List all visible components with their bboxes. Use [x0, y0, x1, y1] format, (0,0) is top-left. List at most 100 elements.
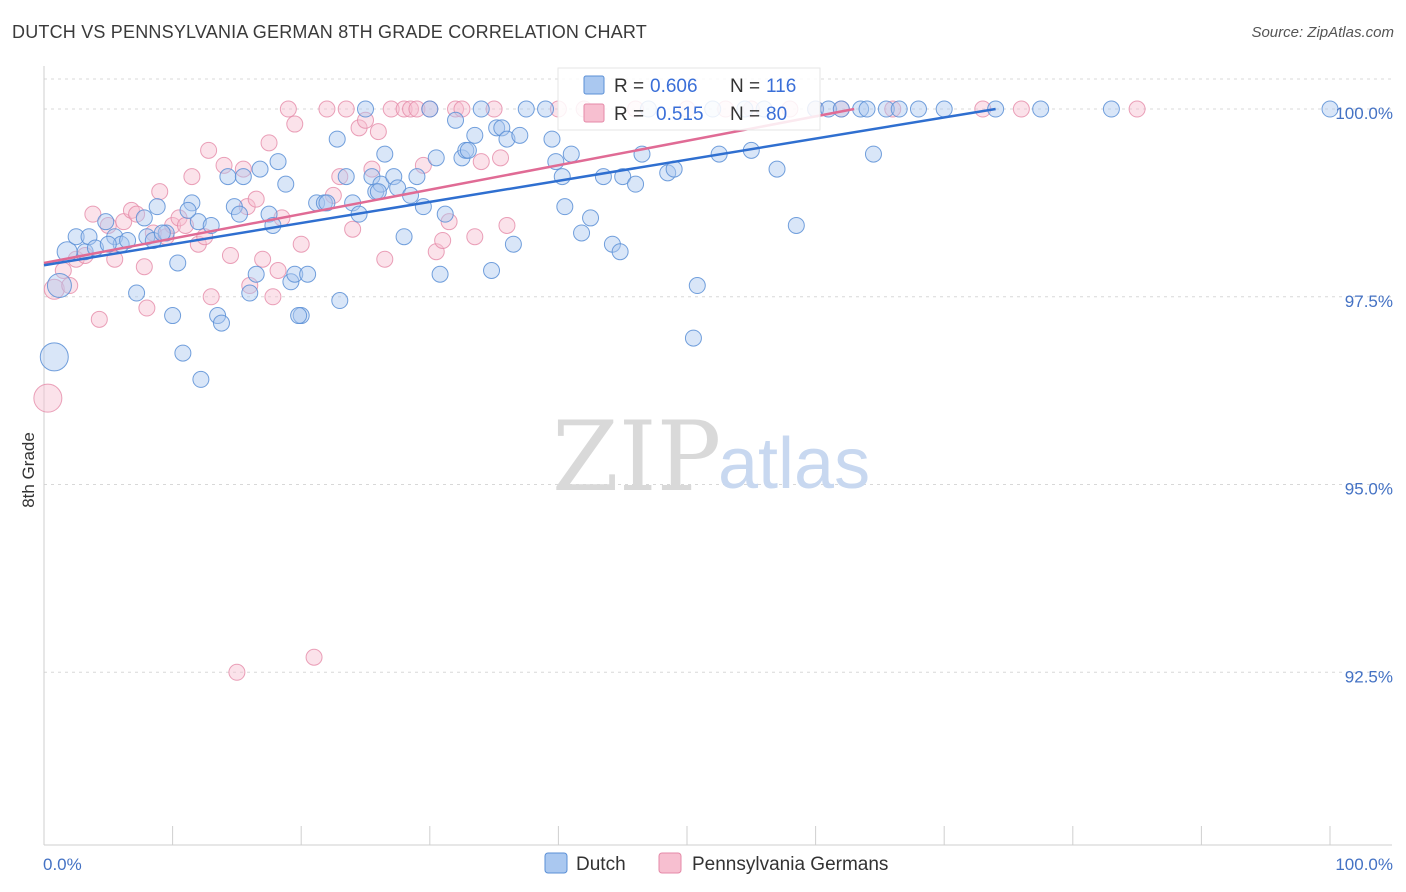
dutch-point-1: [46, 273, 72, 299]
pg-point-13: [135, 258, 153, 276]
dutch-point-42: [331, 292, 349, 310]
pg-point-40: [292, 235, 310, 253]
dutch-point-77: [573, 224, 591, 242]
source-label: Source: ZipAtlas.com: [1251, 24, 1394, 41]
pg-point-7: [90, 310, 108, 328]
legend-dutch-r-value: 0.606: [650, 76, 698, 97]
pg-point-24: [200, 141, 218, 159]
legend-pg-r-label: R =: [614, 104, 644, 125]
dutch-point-93: [768, 160, 786, 178]
pg-point-12: [128, 205, 146, 223]
legend-dutch-n-label: N =: [730, 76, 760, 97]
pg-point-36: [269, 262, 287, 279]
dutch-point-59: [436, 205, 454, 223]
pg-point-1: [43, 278, 65, 300]
legend-pg-n-label: N =: [730, 104, 760, 125]
dutch-point-20: [189, 213, 207, 231]
pg-point-27: [221, 246, 239, 264]
trend-line-dutch: [43, 107, 996, 267]
dutch-point-38: [299, 265, 317, 283]
dutch-point-106: [1102, 100, 1120, 118]
pg-point-52: [382, 100, 400, 118]
pg-point-38: [279, 100, 297, 118]
dutch-point-27: [234, 168, 252, 186]
bottom-legend-dutch: Dutch: [576, 854, 626, 875]
bottom-legend-swatch-dutch: [544, 852, 568, 874]
pg-point-79: [1012, 100, 1030, 118]
dutch-point-46: [357, 100, 374, 118]
trend-lines: [43, 107, 996, 267]
trend-line-pennsylvania-germans: [43, 107, 855, 265]
dutch-point-69: [504, 235, 522, 253]
dutch-point-10: [119, 231, 137, 249]
legend-dutch-n-value: 116: [766, 76, 796, 97]
dutch-point-71: [537, 100, 555, 118]
dutch-point-60: [447, 111, 465, 129]
dutch-point-100: [877, 100, 895, 118]
pg-point-6: [84, 205, 102, 223]
dutch-point-112: [230, 205, 248, 223]
dutch-point-108: [99, 235, 117, 253]
pg-point-63: [466, 228, 484, 246]
dutch-point-21: [192, 370, 210, 388]
dutch-point-111: [179, 201, 197, 219]
dutch-point-30: [251, 160, 269, 178]
dutch-point-119: [627, 175, 645, 193]
dutch-point-68: [498, 130, 516, 148]
dutch-point-99: [864, 145, 882, 163]
dutch-point-118: [511, 126, 529, 144]
dutch-point-58: [431, 265, 449, 283]
dutch-point-0: [39, 342, 69, 372]
watermark: ZIP atlas: [552, 401, 870, 513]
axes: [43, 66, 1392, 846]
dutch-point-88: [688, 277, 706, 295]
pg-point-34: [260, 134, 278, 152]
dutch-point-75: [556, 198, 574, 216]
pg-point-45: [337, 100, 355, 118]
pg-point-54: [402, 100, 420, 118]
dutch-point-67: [493, 119, 511, 137]
pg-point-59: [434, 231, 452, 249]
pg-point-16: [151, 183, 169, 201]
pg-point-0: [33, 383, 63, 413]
x-tick-labels: 0.0% 100.0%: [43, 855, 1393, 874]
dutch-point-76: [562, 145, 580, 163]
dutch-point-11: [128, 284, 146, 302]
dutch-point-72: [543, 130, 561, 148]
dutch-point-78: [582, 209, 600, 227]
dutch-point-64: [472, 100, 490, 118]
dutch-point-87: [684, 329, 702, 347]
series-pennsylvania-germans-points: [33, 100, 1146, 681]
y-tick-label-0: 92.5%: [1345, 667, 1393, 686]
dutch-point-107: [1321, 100, 1339, 118]
pg-point-77: [884, 100, 902, 118]
pg-point-51: [376, 250, 394, 268]
dutch-point-98: [858, 100, 876, 118]
pg-point-44: [331, 168, 349, 186]
dutch-point-16: [164, 307, 182, 325]
legend: R = 0.606 N = 116 R = 0.515 N = 80: [557, 67, 821, 131]
pg-point-26: [215, 156, 233, 174]
dutch-point-65: [483, 262, 501, 279]
legend-swatch-dutch: [583, 75, 605, 95]
y-axis-label: 8th Grade: [19, 432, 38, 508]
dutch-point-117: [459, 141, 477, 159]
y-tick-label-3: 100.0%: [1335, 104, 1393, 123]
legend-dutch-r-label: R =: [614, 76, 644, 97]
legend-swatch-pennsylvania-germans: [583, 103, 605, 123]
watermark-atlas: atlas: [718, 424, 870, 504]
bottom-legend: Dutch Pennsylvania Germans: [544, 852, 888, 875]
dutch-point-113: [290, 307, 308, 325]
dutch-point-53: [395, 228, 413, 246]
dutch-point-101: [890, 100, 908, 118]
dutch-point-105: [1032, 100, 1050, 118]
dutch-point-50: [376, 145, 394, 163]
dutch-point-70: [517, 100, 535, 118]
dutch-point-3: [67, 228, 85, 246]
dutch-point-120: [832, 100, 850, 118]
dutch-point-33: [269, 153, 287, 171]
pg-point-21: [183, 168, 201, 186]
pg-point-25: [202, 288, 220, 306]
dutch-point-103: [935, 100, 953, 118]
